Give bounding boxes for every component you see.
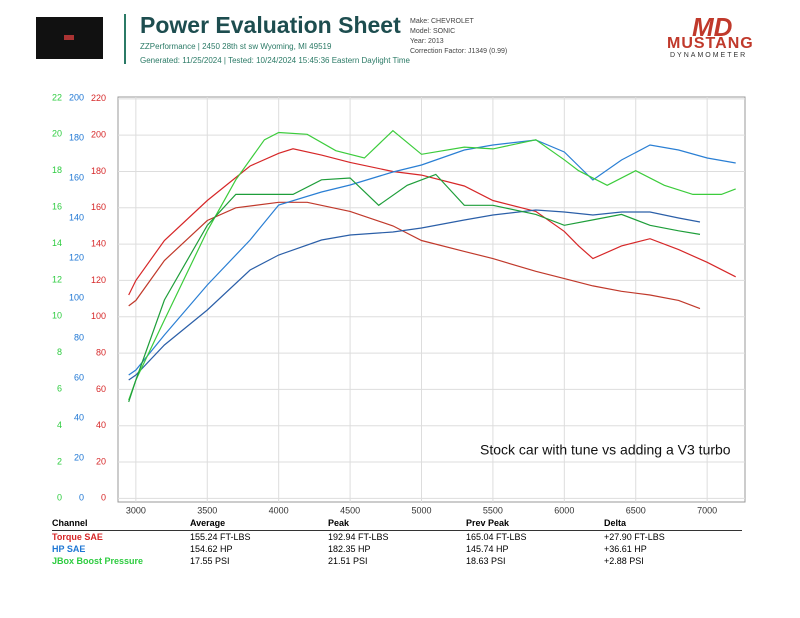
y2-tick-label: 180: [69, 132, 84, 142]
table-cell: 155.24 FT-LBS: [190, 532, 251, 542]
y3-tick-label: 20: [52, 129, 62, 139]
x-tick-label: 3500: [197, 505, 217, 515]
table-cell: 192.94 FT-LBS: [328, 532, 389, 542]
annotation: Stock car with tune vs adding a V3 turbo: [480, 442, 731, 458]
column-header: Average: [190, 517, 328, 531]
x-tick-label: 4000: [269, 505, 289, 515]
vehicle-image: [36, 17, 103, 59]
table-row: Torque SAE 155.24 FT-LBS 192.94 FT-LBS 165.…: [52, 531, 742, 544]
table-cell: 17.55 PSI: [190, 556, 230, 566]
x-tick-label: 6000: [554, 505, 574, 515]
x-tick-label: 5000: [411, 505, 431, 515]
table-cell: 18.63 PSI: [466, 556, 506, 566]
y2-tick-label: 0: [79, 492, 84, 502]
y3-tick-label: 14: [52, 238, 62, 248]
model: Model: SONIC: [410, 28, 456, 35]
x-tick-label: 3000: [126, 505, 146, 515]
table-row: JBox Boost Pressure 17.55 PSI 21.51 PSI 18.…: [52, 555, 742, 567]
table-row: HP SAE 154.62 HP 182.35 HP 145.74 HP +36.61 …: [52, 543, 742, 555]
logo-name: MUSTANG: [667, 35, 754, 52]
column-header: Peak: [328, 517, 466, 531]
y-tick-label: 80: [96, 347, 106, 357]
year: Year: 2013: [410, 38, 444, 45]
y-tick-label: 0: [101, 493, 106, 503]
series-line: [128, 209, 701, 381]
plot-frame: [117, 96, 746, 503]
address: ZZPerformance | 2450 28th st sw Wyoming,…: [140, 42, 332, 51]
table-cell: 145.74 HP: [466, 544, 509, 554]
y2-tick-label: 200: [69, 92, 84, 102]
table-cell: +36.61 HP: [604, 544, 647, 554]
y3-tick-label: 2: [57, 456, 62, 466]
y3-tick-label: 16: [52, 201, 62, 211]
y3-tick-label: 6: [57, 384, 62, 394]
series-line: [128, 148, 736, 296]
divider: [124, 14, 126, 64]
y-tick-label: 40: [96, 420, 106, 430]
y2-tick-label: 140: [69, 212, 84, 222]
y2-tick-label: 20: [74, 452, 84, 462]
y-tick-label: 140: [91, 238, 106, 248]
y-tick-label: 100: [91, 311, 106, 321]
y3-tick-label: 4: [57, 420, 62, 430]
logo-mark: MD: [692, 12, 733, 42]
table-cell: JBox Boost Pressure: [52, 556, 144, 566]
y3-tick-label: 18: [52, 165, 62, 175]
table-cell: +2.88 PSI: [604, 556, 644, 566]
table-cell: 154.62 HP: [190, 544, 233, 554]
x-tick-label: 6500: [626, 505, 646, 515]
y2-tick-label: 100: [69, 292, 84, 302]
column-header: Delta: [604, 517, 742, 531]
y-tick-label: 200: [91, 130, 106, 140]
y-tick-label: 120: [91, 275, 106, 285]
y-tick-label: 160: [91, 202, 106, 212]
table-cell: 165.04 FT-LBS: [466, 532, 527, 542]
y3-tick-label: 10: [52, 311, 62, 321]
y-tick-label: 20: [96, 456, 106, 466]
make: Make: CHEVROLET: [410, 18, 474, 25]
chart: 3000 3500 4000 4500 5000 5500 6000 6500 70000204…: [52, 92, 746, 515]
y-tick-label: 180: [91, 166, 106, 176]
series-line: [128, 139, 736, 376]
summary-table: Channel Average Peak Prev Peak Delta Torque S…: [52, 517, 742, 567]
correction: Correction Factor: J1349 (0.99): [410, 48, 508, 55]
y2-tick-label: 120: [69, 252, 84, 262]
table-cell: +27.90 FT-LBS: [604, 532, 665, 542]
y2-tick-label: 80: [74, 332, 84, 342]
column-header: Prev Peak: [466, 517, 604, 531]
y2-tick-label: 40: [74, 412, 84, 422]
x-tick-label: 7000: [697, 505, 717, 515]
table-cell: HP SAE: [52, 544, 86, 554]
y3-tick-label: 0: [57, 493, 62, 503]
y3-tick-label: 8: [57, 347, 62, 357]
series-line: [128, 173, 701, 403]
y2-tick-label: 160: [69, 172, 84, 182]
y-tick-label: 60: [96, 384, 106, 394]
table-cell: 21.51 PSI: [328, 556, 368, 566]
table-cell: Torque SAE: [52, 532, 103, 542]
series-line: [128, 201, 701, 310]
logo-sub: DYNAMOMETER: [670, 52, 748, 59]
y2-tick-label: 60: [74, 372, 84, 382]
y3-tick-label: 12: [52, 274, 62, 284]
x-tick-label: 5500: [483, 505, 503, 515]
table-cell: 182.35 HP: [328, 544, 371, 554]
x-tick-label: 4500: [340, 505, 360, 515]
column-header: Channel: [52, 517, 190, 531]
series-line: [128, 129, 736, 401]
title: Power Evaluation Sheet: [140, 12, 401, 38]
y-tick-label: 220: [91, 93, 106, 103]
y3-tick-label: 22: [52, 92, 62, 102]
generated: Generated: 11/25/2024 | Tested: 10/24/20…: [140, 56, 410, 65]
